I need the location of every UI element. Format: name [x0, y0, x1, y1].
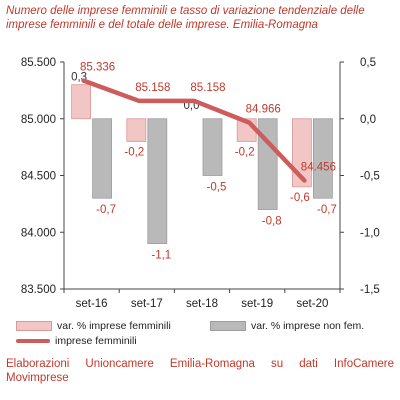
line-point-label: 84.966 [246, 104, 281, 116]
bar-nonfem-label: -1,1 [151, 250, 171, 262]
legend-swatch-nonfem-bar [210, 321, 246, 331]
bar-nonfem-var [202, 118, 223, 176]
bar-nonfem-label: -0,5 [207, 182, 227, 194]
bar-nonfem-label: -0,8 [262, 216, 282, 228]
line-point-label: 85.336 [80, 62, 115, 74]
legend-label-fem-line: imprese femminili [55, 335, 137, 347]
legend-label-nonfem-bar: var. % imprese non fem. [251, 320, 365, 332]
left-axis-tick-label: 85.500 [21, 57, 56, 69]
left-axis-tick-label: 85.000 [21, 114, 56, 126]
x-axis-tick-label: set-20 [296, 298, 328, 310]
left-axis-tick-label: 84.500 [21, 171, 56, 183]
right-axis-tick-label: -0,5 [360, 171, 380, 183]
bar-fem-label: -0,6 [290, 192, 310, 204]
bar-fem-var [126, 118, 147, 142]
legend: var. % imprese femminili var. % imprese … [0, 318, 400, 358]
source-note: Elaborazioni Unioncamere Emilia-Romagna … [6, 358, 394, 384]
right-axis-tick-label: -1,5 [360, 284, 380, 296]
left-axis-tick-label: 83.500 [21, 284, 56, 296]
x-axis-tick-label: set-19 [241, 298, 273, 310]
bar-fem-label: -0,2 [124, 146, 144, 158]
legend-swatch-fem-line [16, 339, 50, 343]
x-axis-tick-label: set-16 [76, 298, 108, 310]
legend-item-fem-line: imprese femminili [16, 335, 137, 347]
line-point-label: 85.158 [190, 82, 225, 94]
chart-title: Numero delle imprese femminili e tasso d… [6, 5, 365, 31]
left-axis-tick-label: 84.000 [21, 227, 56, 239]
line-point-label: 84.456 [301, 161, 336, 173]
x-axis-tick-label: set-18 [186, 298, 218, 310]
right-axis-tick-label: 0,5 [360, 57, 376, 69]
bar-nonfem-label: -0,7 [96, 204, 116, 216]
legend-label-fem-bar: var. % imprese femminili [57, 320, 171, 332]
right-axis-tick-label: 0,0 [360, 114, 376, 126]
legend-item-fem-bar: var. % imprese femminili [16, 320, 171, 332]
bar-nonfem-var [147, 118, 168, 244]
x-axis-tick-label: set-17 [131, 298, 163, 310]
right-axis-tick-label: -1,0 [360, 227, 380, 239]
legend-item-nonfem-bar: var. % imprese non fem. [210, 320, 364, 332]
bar-nonfem-var [92, 118, 112, 199]
bar-nonfem-var [312, 118, 333, 199]
legend-swatch-fem-bar [16, 321, 52, 331]
chart-plot: 83.500 84.000 84.500 85.000 85.500 -1,5 -1,0 -0… [21, 57, 380, 310]
line-point-label: 85.158 [135, 82, 170, 94]
bar-nonfem-label: -0,7 [317, 204, 337, 216]
bar-fem-var [71, 84, 91, 120]
bar-nonfem-var [257, 118, 278, 210]
bar-fem-label: -0,2 [235, 146, 255, 158]
